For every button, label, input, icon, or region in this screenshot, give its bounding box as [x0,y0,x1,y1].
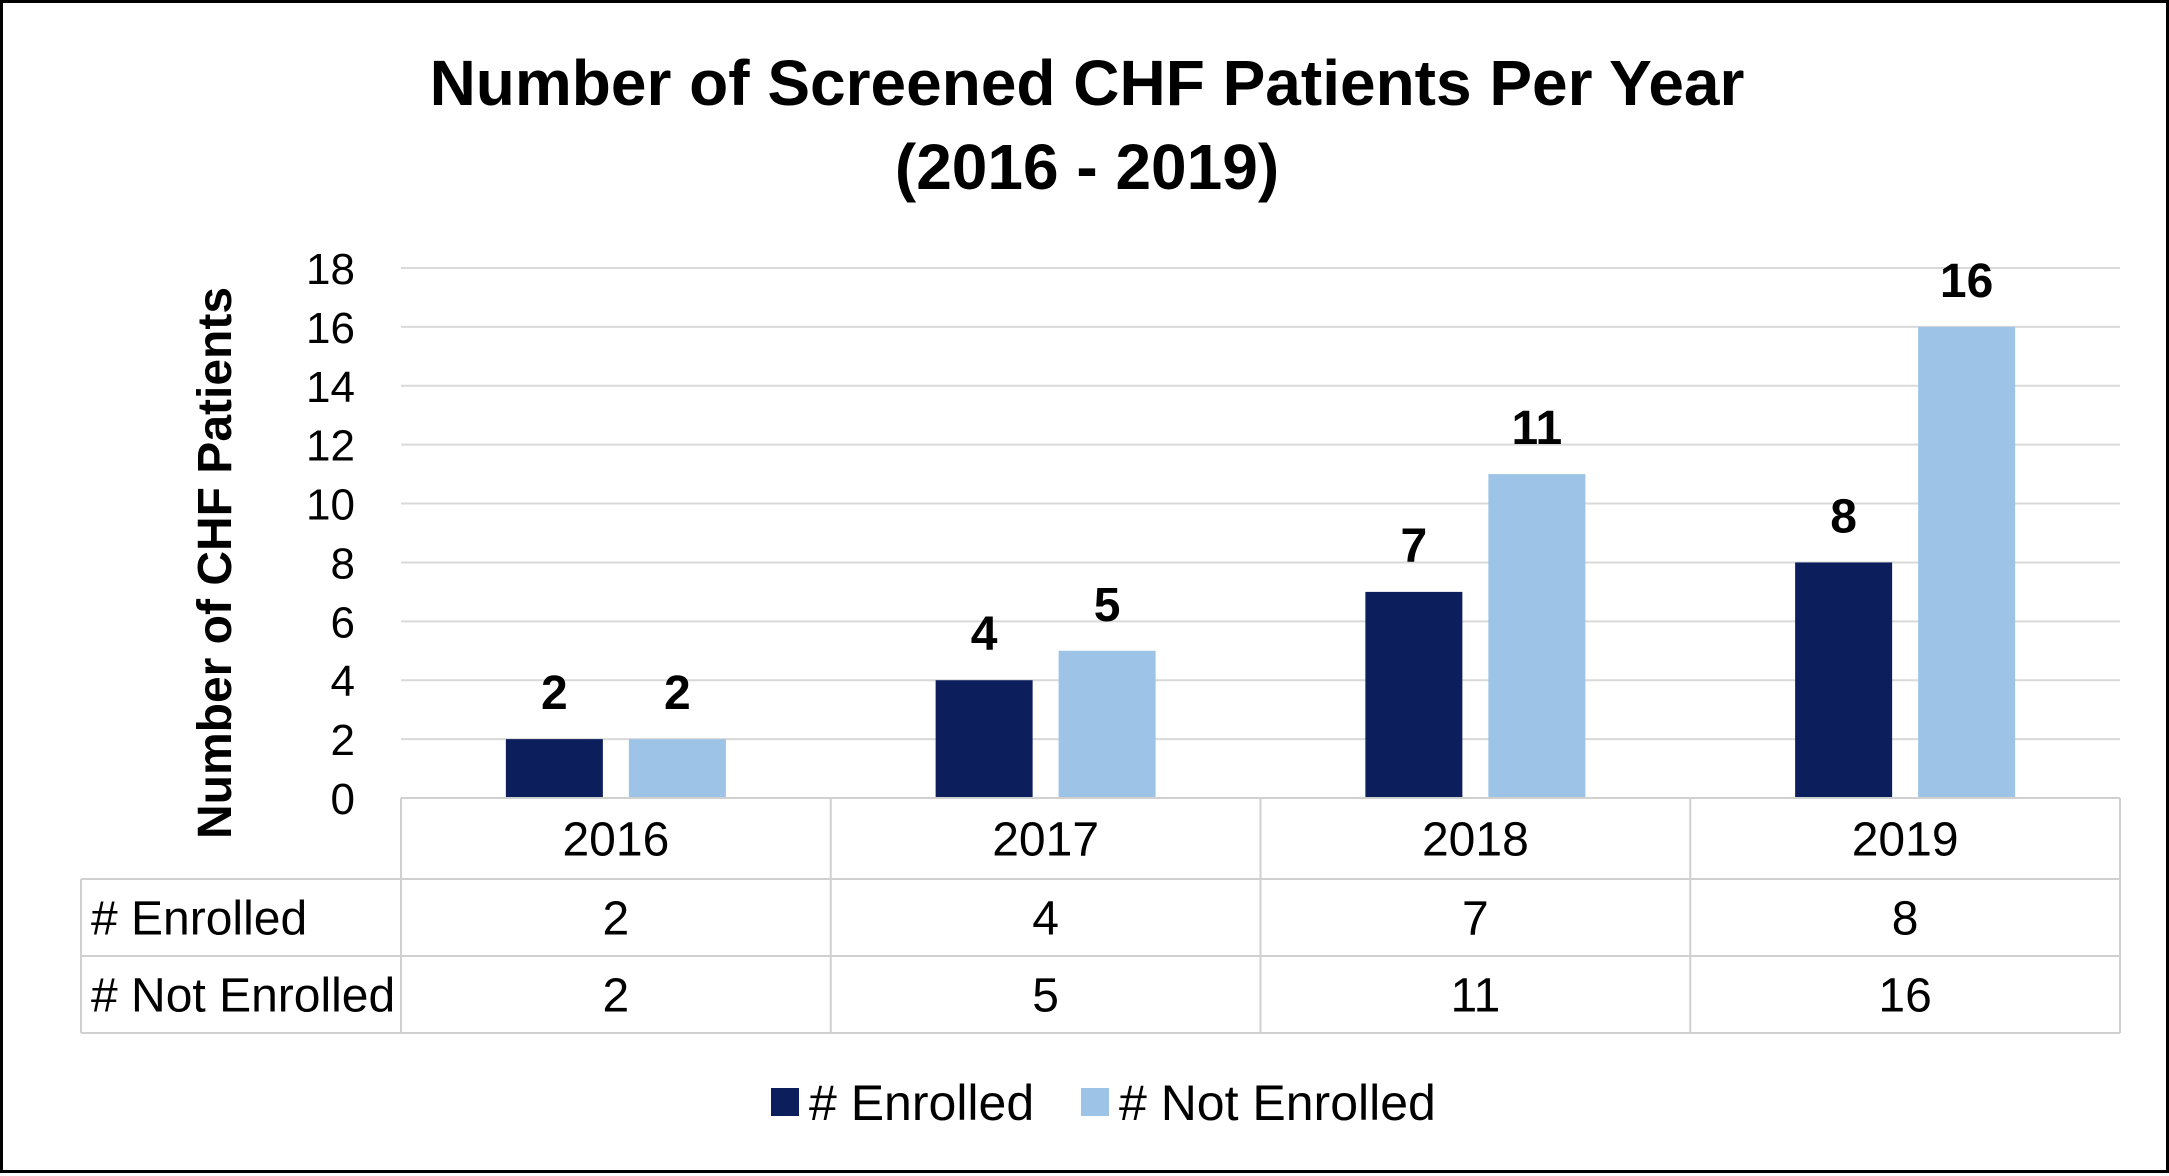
bar-enrolled-2017 [935,680,1033,798]
bar-not-enrolled-2017 [1058,650,1156,798]
y-tick-label: 16 [306,304,355,353]
y-axis-ticks: 0 2 4 6 8 10 12 14 16 18 [306,245,355,824]
legend-label: # Enrolled [809,1075,1034,1131]
x-tick-label: 2018 [1422,814,1529,867]
table-cell: 16 [1878,970,1931,1023]
legend-swatch [771,1088,799,1116]
data-table: 2016 2017 2018 2019 # Enrolled 2 4 7 8 # Not Enro… [80,797,2121,1034]
data-label: 5 [1094,579,1121,632]
x-tick-label: 2019 [1852,814,1959,867]
data-labels: 2 2 4 5 7 11 8 16 [541,255,1993,720]
table-cell: 5 [1032,970,1059,1023]
bars [505,326,2016,798]
chart-svg: Number of Screened CHF Patients Per Year… [80,47,2121,1131]
table-cell: 8 [1892,893,1919,946]
legend-label: # Not Enrolled [1119,1075,1436,1131]
bar-enrolled-2018 [1365,591,1463,798]
chart-title-line1: Number of Screened CHF Patients Per Year [430,47,1745,119]
table-cell: 2 [603,970,630,1023]
x-tick-label: 2017 [992,814,1099,867]
table-cell: 7 [1462,893,1489,946]
y-tick-label: 10 [306,481,355,530]
data-label: 8 [1830,490,1857,543]
data-label: 11 [1512,402,1563,455]
legend: # Enrolled # Not Enrolled [771,1075,1436,1131]
legend-swatch [1081,1088,1109,1116]
table-cell: 2 [603,893,630,946]
data-label: 2 [541,667,568,720]
table-row-header: # Enrolled [91,893,307,946]
table-row-header: # Not Enrolled [91,970,395,1023]
chart-title-line2: (2016 - 2019) [895,131,1279,203]
data-label: 4 [971,608,998,661]
y-axis-label: Number of CHF Patients [189,287,242,839]
data-label: 2 [664,667,691,720]
data-label: 16 [1940,255,1993,308]
y-tick-label: 2 [331,716,355,765]
table-cell: 4 [1032,893,1059,946]
y-tick-label: 18 [306,245,355,294]
x-tick-label: 2016 [562,814,669,867]
table-cell: 11 [1450,970,1500,1023]
y-tick-label: 6 [331,598,355,647]
data-label: 7 [1401,520,1428,573]
y-tick-label: 4 [331,657,355,706]
bar-not-enrolled-2018 [1488,474,1586,798]
y-tick-label: 0 [331,775,355,824]
bar-enrolled-2016 [505,739,603,798]
y-tick-label: 12 [306,422,355,471]
bar-enrolled-2019 [1795,562,1893,798]
y-tick-label: 8 [331,539,355,588]
bar-not-enrolled-2016 [628,739,726,798]
bar-not-enrolled-2019 [1918,326,2016,798]
y-tick-label: 14 [306,363,355,412]
